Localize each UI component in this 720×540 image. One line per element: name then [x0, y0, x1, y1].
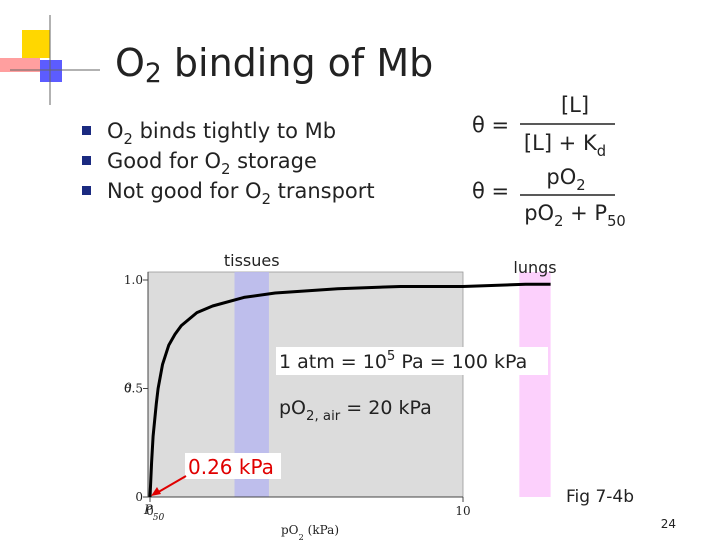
text-run: [L]	[561, 93, 589, 117]
text-run: binding of Mb	[162, 41, 433, 85]
bullet	[82, 126, 91, 135]
x-tick-label: 0	[146, 504, 154, 518]
annotation-bg	[276, 347, 548, 375]
text-run: 2	[554, 213, 563, 230]
equation-numerator: pO2	[546, 165, 585, 194]
text-run: transport	[271, 179, 375, 203]
text-run: + P	[563, 201, 607, 225]
text-run: θ =	[472, 113, 509, 137]
text-run: d	[597, 143, 606, 160]
figure-label: Fig 7-4b	[566, 487, 634, 507]
text-run: pO	[546, 165, 576, 189]
band-label: tissues	[224, 251, 280, 270]
text-run: 0.26 kPa	[188, 455, 274, 479]
text-run: pO	[281, 523, 299, 537]
text-run: 2	[221, 161, 230, 178]
text-run: O	[107, 119, 124, 143]
text-run: O	[115, 41, 145, 85]
text-run: 2, air	[306, 409, 341, 424]
annotation: pO2, air = 20 kPa	[279, 397, 432, 424]
x-tick-label: 10	[455, 504, 470, 518]
equation-denominator: pO2 + P50	[524, 201, 626, 230]
y-axis-label: θ	[124, 381, 132, 395]
text-run: 2	[576, 177, 585, 194]
text-run: 2	[145, 58, 162, 89]
x-axis-label: pO2 (kPa)	[281, 523, 339, 540]
text-run: 2	[299, 532, 304, 540]
decor-square	[40, 60, 62, 82]
band	[519, 272, 551, 497]
arrow-head	[151, 487, 161, 496]
text-run: binds tightly to Mb	[133, 119, 336, 143]
text-run: 2	[262, 191, 271, 208]
bullet-text: Good for O2 storage	[107, 149, 317, 178]
slide-title: O2 binding of Mb	[115, 41, 433, 89]
bullet-text: O2 binds tightly to Mb	[107, 119, 336, 148]
equation-denominator: [L] + Kd	[524, 131, 606, 160]
text-run: 50	[153, 513, 165, 523]
text-run: pO	[524, 201, 554, 225]
decor-bar	[0, 58, 40, 72]
bullet-text: Not good for O2 transport	[107, 179, 375, 208]
text-run: 5	[387, 349, 395, 364]
text-run: Good for O	[107, 149, 221, 173]
text-run: Pa = 100 kPa	[395, 351, 527, 373]
text-run: = 20 kPa	[340, 397, 431, 419]
text-run: (kPa)	[304, 523, 339, 537]
equation-lhs: θ =	[472, 113, 509, 137]
text-run: [L] + K	[524, 131, 598, 155]
text-run: Not good for O	[107, 179, 262, 203]
text-run: 1 atm = 10	[279, 351, 387, 373]
curve	[148, 282, 551, 498]
equation-lhs: θ =	[472, 179, 509, 203]
band-label: lungs	[513, 258, 556, 277]
text-run: pO	[279, 397, 306, 419]
text-run: storage	[230, 149, 316, 173]
annotation: 1 atm = 105 Pa = 100 kPa	[279, 349, 527, 373]
text-run: P	[143, 503, 153, 518]
y-tick-label: 0.5	[124, 382, 143, 396]
text-run: 50	[607, 213, 626, 230]
y-tick-label: 1.0	[124, 273, 143, 287]
annotation: 0.26 kPa	[188, 455, 274, 479]
page-number: 24	[661, 517, 676, 531]
annotation-bg	[185, 453, 281, 479]
decor-square	[22, 30, 50, 58]
bullet	[82, 156, 91, 165]
equation-numerator: [L]	[561, 93, 589, 117]
p50-label: P50	[143, 503, 165, 523]
bullet	[82, 186, 91, 195]
y-tick-label: 0	[135, 490, 143, 504]
arrow	[154, 475, 187, 495]
text-run: θ =	[472, 179, 509, 203]
text-run: 2	[124, 131, 133, 148]
